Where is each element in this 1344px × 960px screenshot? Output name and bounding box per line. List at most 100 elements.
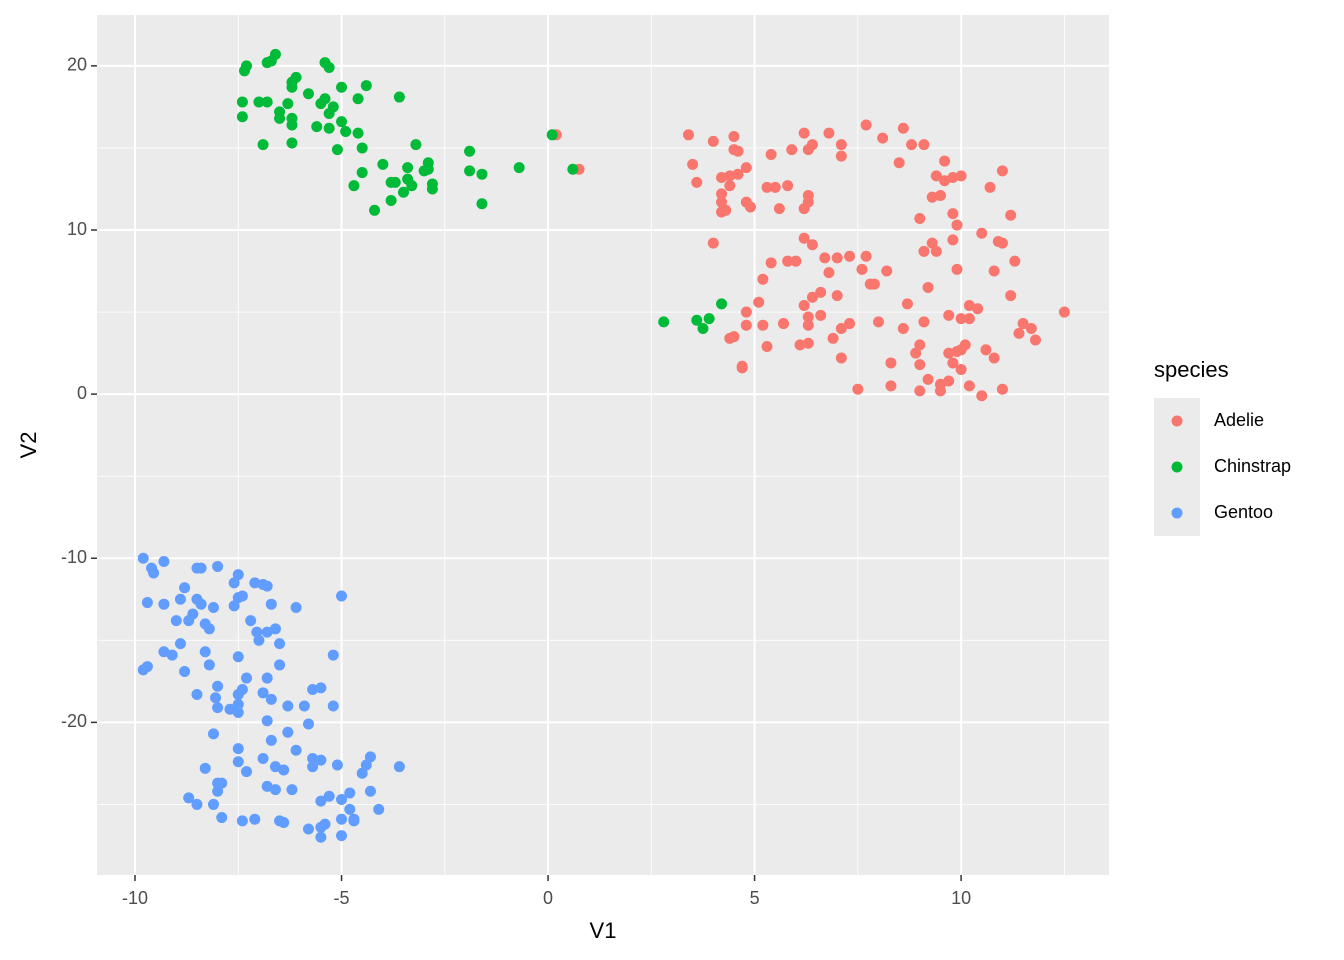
data-point <box>141 661 153 673</box>
data-point <box>906 139 918 151</box>
data-point <box>918 139 930 151</box>
data-point <box>340 126 352 138</box>
data-point <box>951 263 963 275</box>
data-point <box>274 112 286 124</box>
legend-swatch <box>1171 461 1183 473</box>
data-point <box>426 183 438 195</box>
data-point <box>988 265 1000 277</box>
data-point <box>827 332 839 344</box>
data-point <box>195 562 207 574</box>
data-point <box>798 299 810 311</box>
data-point <box>236 111 248 123</box>
data-point <box>307 684 319 696</box>
data-point <box>835 139 847 151</box>
data-point <box>174 638 186 650</box>
data-point <box>302 88 314 100</box>
data-point <box>282 726 294 738</box>
data-point <box>336 794 348 806</box>
data-point <box>757 319 769 331</box>
data-point <box>238 65 250 77</box>
data-point <box>947 171 959 183</box>
data-point <box>943 309 955 321</box>
data-point <box>716 171 728 183</box>
data-point <box>773 203 785 215</box>
data-point <box>716 188 728 200</box>
data-point <box>955 344 967 356</box>
data-point <box>1029 334 1041 346</box>
data-point <box>815 309 827 321</box>
data-point <box>402 162 414 174</box>
data-point <box>166 649 178 661</box>
data-point <box>984 181 996 193</box>
data-point <box>1009 255 1021 267</box>
data-point <box>744 201 756 213</box>
data-point <box>212 680 224 692</box>
data-point <box>939 155 951 167</box>
legend-title: species <box>1154 357 1229 382</box>
plot-panel <box>97 15 1109 875</box>
data-point <box>996 383 1008 395</box>
data-point <box>393 91 405 103</box>
data-point <box>901 298 913 310</box>
data-point <box>881 265 893 277</box>
legend-label: Adelie <box>1214 410 1264 430</box>
data-point <box>798 232 810 244</box>
data-point <box>513 162 525 174</box>
data-point <box>327 700 339 712</box>
data-point <box>232 569 244 581</box>
data-point <box>476 168 488 180</box>
data-point <box>207 601 219 613</box>
x-tick-label: 10 <box>951 888 971 908</box>
data-point <box>315 795 327 807</box>
data-point <box>265 734 277 746</box>
data-point <box>732 145 744 157</box>
data-point <box>410 139 422 151</box>
data-point <box>336 830 348 842</box>
data-point <box>278 816 290 828</box>
data-point <box>761 181 773 193</box>
x-tick-label: -10 <box>122 888 148 908</box>
data-point <box>844 250 856 262</box>
legend-label: Gentoo <box>1214 502 1273 522</box>
data-point <box>464 165 476 177</box>
data-point <box>873 316 885 328</box>
x-tick-label: 5 <box>750 888 760 908</box>
data-point <box>703 313 715 325</box>
data-point <box>740 319 752 331</box>
data-point <box>963 380 975 392</box>
data-point <box>249 813 261 825</box>
data-point <box>286 119 298 131</box>
data-point <box>298 700 310 712</box>
data-point <box>885 380 897 392</box>
data-point <box>253 96 265 108</box>
data-point <box>831 252 843 264</box>
data-point <box>856 263 868 275</box>
data-point <box>765 257 777 269</box>
data-point <box>914 339 926 351</box>
data-point <box>228 600 240 612</box>
data-point <box>212 785 224 797</box>
data-point <box>860 119 872 131</box>
data-point <box>282 700 294 712</box>
data-point <box>707 237 719 249</box>
data-point <box>918 245 930 257</box>
data-point <box>939 175 951 187</box>
data-point <box>823 127 835 139</box>
data-point <box>658 316 670 328</box>
data-point <box>1025 322 1037 334</box>
data-point <box>315 754 327 766</box>
data-point <box>740 306 752 318</box>
data-point <box>897 122 909 134</box>
data-point <box>691 176 703 188</box>
data-point <box>567 163 579 175</box>
y-tick-label: -20 <box>61 711 87 731</box>
data-point <box>232 707 244 719</box>
data-point <box>228 577 240 589</box>
data-point <box>286 784 298 796</box>
data-point <box>397 186 409 198</box>
data-point <box>286 81 298 93</box>
data-point <box>794 339 806 351</box>
data-point <box>269 784 281 796</box>
data-point <box>179 582 191 594</box>
data-point <box>782 180 794 192</box>
